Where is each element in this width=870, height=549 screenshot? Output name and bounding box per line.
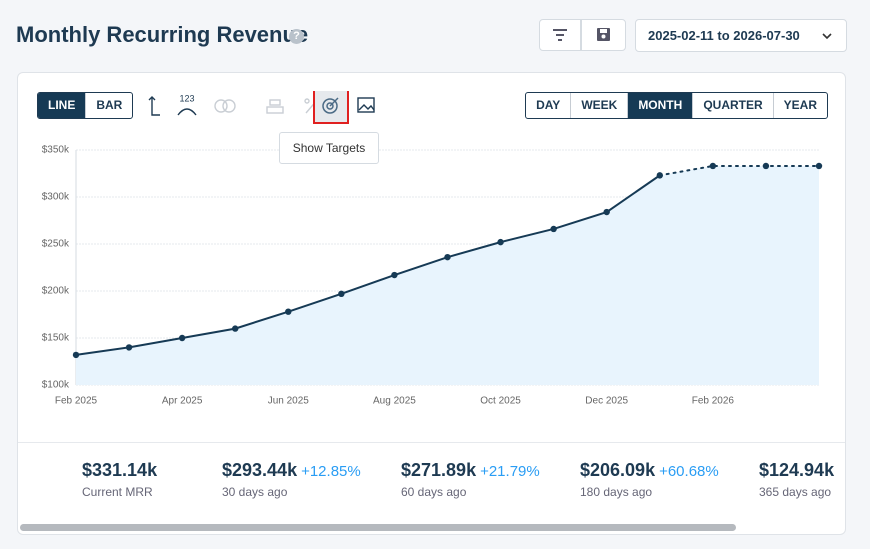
y-tick-label: $350k [42, 145, 70, 156]
divider [18, 442, 845, 443]
point [444, 253, 451, 261]
toggle-button[interactable]: DAY [536, 98, 561, 112]
point [72, 351, 80, 359]
point [338, 290, 345, 298]
chart-card: LINE BAR 123 DAY WEEK MONTH QUARTER YEAR $100… [17, 72, 846, 535]
stat-label: 60 days ago [401, 485, 467, 499]
stat-change: +12.85% [301, 463, 361, 480]
stat-label: 365 days ago [759, 485, 832, 499]
y-tick-label: $300k [42, 192, 70, 203]
toggle-button[interactable]: YEAR [772, 93, 827, 118]
date-range-picker[interactable]: 2025-02-11 to 2026-07-30 [635, 19, 847, 52]
line [75, 174, 661, 356]
target-icon [322, 97, 339, 114]
targets-button[interactable] [313, 91, 349, 124]
point [762, 162, 770, 170]
chart-tools: 123 [148, 91, 375, 124]
toggle-button[interactable]: QUARTER [692, 93, 772, 118]
y-tick-label: $100k [42, 380, 70, 391]
stat: $293.44k +12.85% 30 days ago [222, 460, 361, 499]
stat-label: 30 days ago [222, 485, 288, 499]
x-tick-label: Jun 2025 [268, 396, 310, 407]
x-tick-label: Feb 2025 [55, 396, 98, 407]
area [76, 165, 819, 385]
tooltip: Show Targets [279, 132, 379, 164]
stat-label: Current MRR [82, 485, 153, 499]
stat: $331.14k Current MRR [82, 460, 157, 499]
point [497, 238, 504, 246]
stat-label: 180 days ago [580, 485, 653, 499]
point [391, 271, 398, 279]
toggle-button[interactable]: MONTH [627, 93, 693, 118]
image-icon[interactable] [357, 97, 375, 113]
stat-value: $124.94k [759, 460, 835, 480]
stack-icon[interactable] [266, 99, 284, 114]
x-tick-label: Apr 2025 [162, 396, 203, 407]
save-button[interactable] [581, 19, 626, 51]
stat-change: +21.79% [480, 463, 540, 480]
stat-line: $331.14k [82, 460, 157, 481]
compare-icon[interactable] [214, 99, 236, 113]
point [125, 344, 133, 351]
chart-type-toggle: LINE BAR [37, 92, 134, 119]
stat-line: $293.44k +12.85% [222, 460, 361, 481]
stat: $271.89k +21.79% 60 days ago [401, 460, 540, 499]
point [178, 334, 186, 342]
y-tick-label: $150k [42, 333, 70, 344]
stat: $124.94k 365 days ago [759, 460, 834, 499]
stat-line: $124.94k [759, 460, 834, 481]
chevron [822, 33, 832, 40]
x-tick-label: Dec 2025 [585, 396, 628, 407]
chart: $100k $150k $200k $250k $300k $350k Feb 2025 Ap… [42, 145, 823, 407]
y-tick-label: $200k [42, 286, 70, 297]
point [603, 208, 610, 216]
point [656, 172, 663, 179]
stat-value: $271.89k [401, 460, 477, 480]
toggle-button[interactable]: WEEK [570, 93, 627, 118]
data-labels-icon-text[interactable]: 123 [179, 93, 194, 103]
stat-change: +60.68% [659, 463, 719, 480]
line [658, 164, 820, 177]
x-tick-label: Aug 2025 [373, 396, 416, 407]
date-range: 2025-02-11 to 2026-07-30 [648, 28, 800, 43]
point [815, 162, 823, 170]
page-title: Monthly Recurring Revenue [16, 22, 309, 47]
toggle-button[interactable]: LINE [38, 93, 86, 118]
axis-icon[interactable] [148, 96, 160, 116]
save-icon [597, 28, 610, 41]
point [709, 162, 717, 170]
point [550, 225, 557, 233]
filter-button[interactable] [539, 19, 581, 51]
scrollbar[interactable] [20, 524, 736, 531]
period-toggle: DAY WEEK MONTH QUARTER YEAR [525, 92, 828, 119]
data-labels-icon[interactable] [177, 108, 197, 116]
stat-line: $271.89k +21.79% [401, 460, 540, 481]
y-tick-label: $250k [42, 239, 70, 250]
point [285, 308, 292, 315]
stat: $206.09k +60.68% 180 days ago [580, 460, 719, 499]
stat-value: $331.14k [82, 460, 158, 480]
toggle-button[interactable]: BAR [85, 93, 132, 118]
filter-icon [553, 29, 567, 41]
help-icon[interactable]: ? [289, 29, 304, 44]
x-tick-label: Oct 2025 [480, 396, 521, 407]
stat-line: $206.09k +60.68% [580, 460, 719, 481]
stat-value: $206.09k [580, 460, 656, 480]
stat-value: $293.44k [222, 460, 298, 480]
point [232, 325, 239, 332]
x-tick-label: Feb 2026 [692, 396, 735, 407]
